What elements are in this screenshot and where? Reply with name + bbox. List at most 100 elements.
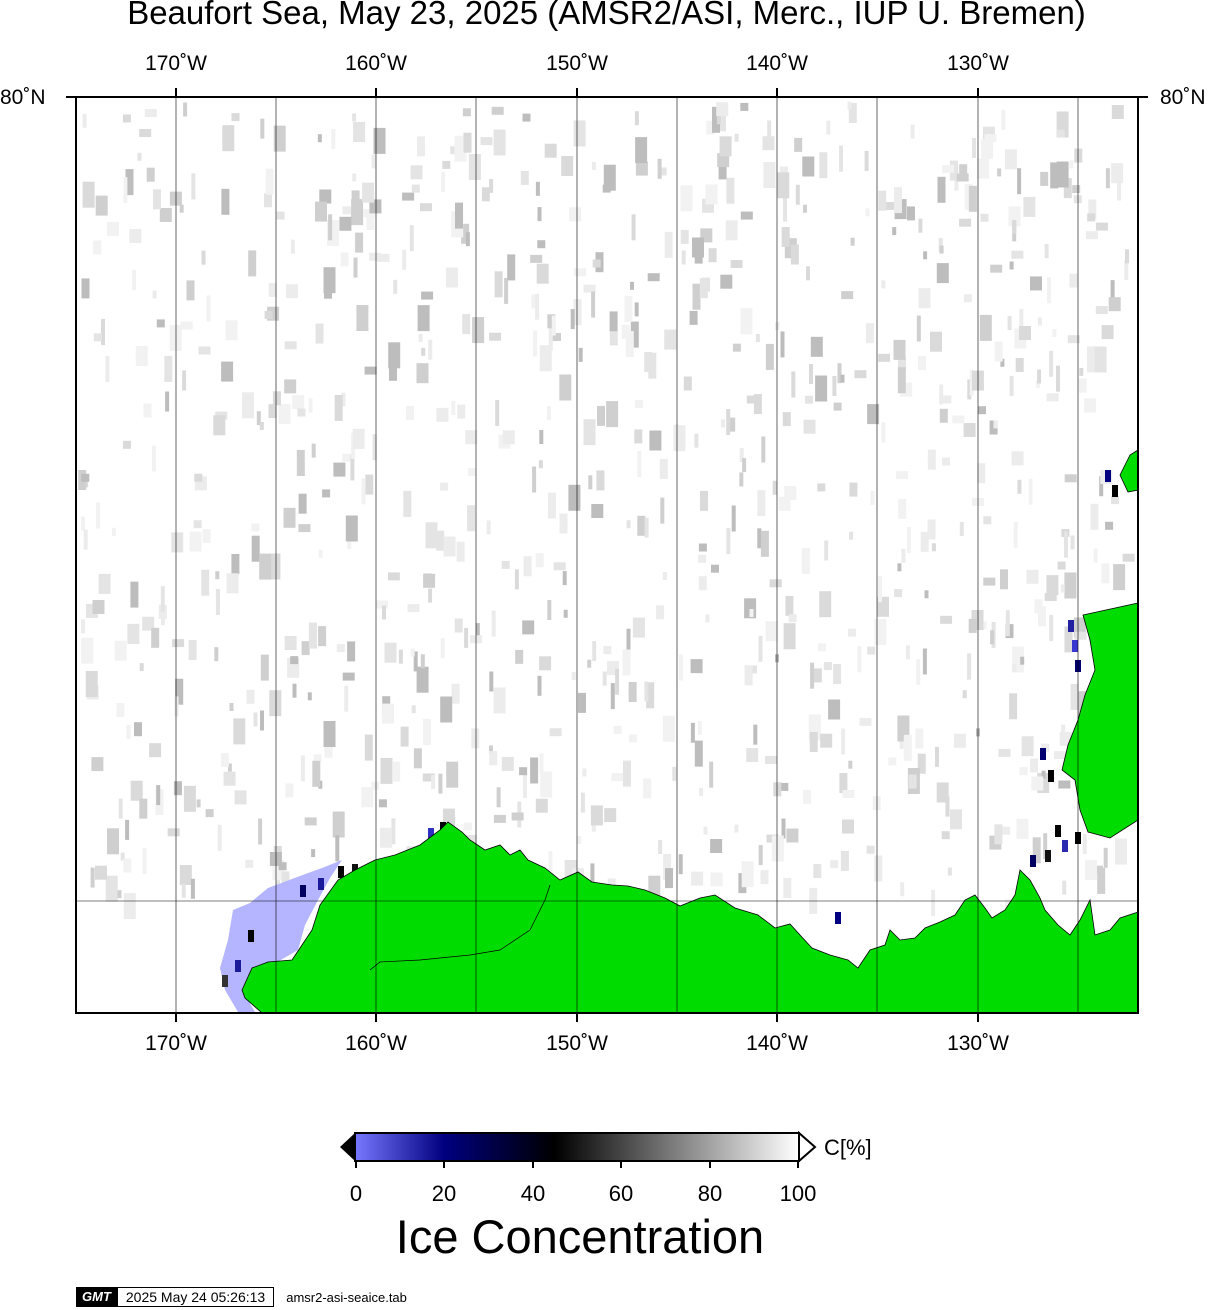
ice-pixel <box>1094 865 1103 874</box>
ice-pixel <box>603 646 612 655</box>
ice-pixel <box>81 637 94 664</box>
ice-pixel <box>537 207 542 222</box>
ice-pixel <box>361 478 366 505</box>
ice-pixel <box>840 374 845 383</box>
ice-pixel <box>1063 178 1072 199</box>
ice-pixel <box>342 453 351 462</box>
ice-pixel <box>1044 593 1057 601</box>
ice-pixel <box>635 161 648 176</box>
ice-pixel <box>531 294 536 309</box>
ice-pixel <box>924 590 929 599</box>
ice-pixel <box>1113 564 1126 591</box>
ice-pixel <box>441 172 446 192</box>
ice-pixel <box>643 778 652 799</box>
ice-pixel <box>260 654 269 681</box>
ice-pixel <box>81 619 85 634</box>
ice-pixel <box>568 484 581 511</box>
ice-pixel <box>234 790 247 805</box>
ice-pixel <box>739 472 744 487</box>
ice-pixel <box>81 473 90 482</box>
ice-pixel <box>712 106 720 133</box>
ice-pixel <box>630 321 639 348</box>
ice-pixel <box>817 643 826 652</box>
ice-pixel <box>994 824 1003 845</box>
ice-pixel <box>190 878 195 899</box>
ice-pixel <box>481 187 490 202</box>
colorbar-low-triangle <box>340 1133 355 1161</box>
ice-pixel <box>95 195 108 216</box>
ice-pixel <box>312 760 321 787</box>
ice-pixel <box>657 158 662 179</box>
ice-pixel <box>454 618 463 633</box>
ice-pixel <box>285 783 294 798</box>
ice-pixel <box>501 756 514 771</box>
ice-pixel <box>931 543 936 552</box>
ice-pixel <box>692 283 701 310</box>
ice-pixel <box>1004 149 1017 170</box>
ice-pixel <box>897 367 906 394</box>
ice-pixel <box>549 333 561 341</box>
ice-pixel <box>647 273 660 282</box>
ice-pixel <box>246 689 255 704</box>
ice-pixel <box>353 122 366 142</box>
ice-edge-pixel <box>318 878 324 890</box>
ice-pixel <box>833 664 842 684</box>
ice-pixel <box>165 391 170 412</box>
ice-pixel <box>664 329 677 350</box>
ice-pixel <box>455 202 463 229</box>
ice-pixel <box>710 839 723 853</box>
ice-pixel <box>152 445 156 472</box>
ice-pixel <box>440 638 445 659</box>
ice-pixel <box>1015 358 1024 372</box>
ice-pixel <box>352 113 357 122</box>
ice-pixel <box>334 394 343 421</box>
ice-pixel <box>625 331 634 357</box>
ice-pixel <box>937 176 946 203</box>
ice-pixel <box>942 457 950 466</box>
ice-pixel <box>253 712 258 727</box>
ice-pixel <box>626 628 631 655</box>
ice-pixel <box>215 571 220 580</box>
ice-pixel <box>167 828 180 837</box>
ice-pixel <box>1044 244 1049 259</box>
ice-pixel <box>810 662 815 689</box>
ice-pixel <box>802 156 815 177</box>
ice-pixel <box>744 665 753 686</box>
ice-pixel <box>1020 656 1025 665</box>
ice-pixel <box>979 314 992 341</box>
ice-pixel <box>221 188 230 215</box>
ice-pixel <box>273 125 286 152</box>
ice-pixel <box>939 395 952 404</box>
ice-pixel <box>920 531 929 552</box>
map-title: Beaufort Sea, May 23, 2025 (AMSR2/ASI, M… <box>127 0 1086 31</box>
ice-pixel <box>878 190 887 211</box>
ice-pixel <box>859 717 872 726</box>
ice-pixel <box>489 332 502 341</box>
ice-pixel <box>817 483 826 492</box>
ice-pixel <box>741 861 754 888</box>
ice-pixel <box>740 102 749 111</box>
ice-edge-pixel <box>1030 855 1036 867</box>
ice-pixel <box>446 761 459 788</box>
ice-pixel <box>1012 219 1017 234</box>
ice-pixel <box>758 845 763 866</box>
ice-pixel <box>972 137 976 158</box>
ice-pixel <box>680 229 689 244</box>
ice-pixel <box>1056 161 1069 188</box>
ice-pixel <box>1007 316 1012 331</box>
ice-pixel <box>220 752 229 767</box>
ice-pixel <box>803 789 812 804</box>
ice-pixel <box>936 782 949 803</box>
ice-pixel <box>410 648 415 657</box>
ice-pixel <box>496 787 501 808</box>
ice-pixel <box>464 822 473 831</box>
ice-pixel <box>662 572 667 581</box>
ice-pixel <box>678 654 683 681</box>
ice-pixel <box>118 798 123 819</box>
ice-pixel <box>553 562 566 571</box>
ice-pixel <box>378 799 387 808</box>
ice-pixel <box>939 408 948 423</box>
ice-pixel <box>489 671 494 692</box>
ice-pixel <box>248 250 257 277</box>
ice-pixel <box>1013 521 1018 548</box>
